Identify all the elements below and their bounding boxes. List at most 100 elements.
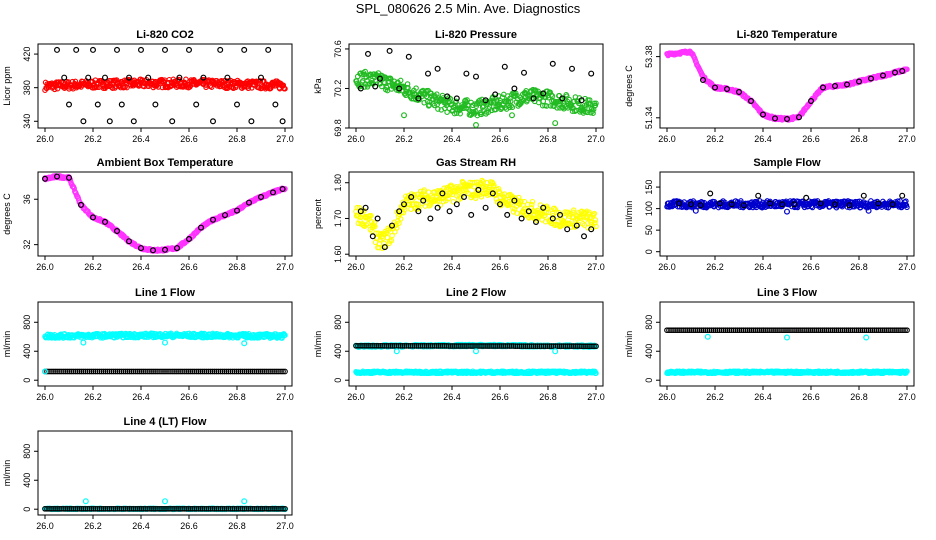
data-point (65, 101, 72, 108)
data-point (427, 215, 434, 222)
data-point (863, 334, 870, 341)
data-point (125, 74, 132, 81)
data-point (549, 93, 556, 99)
data-point (520, 69, 527, 76)
data-point (564, 226, 571, 233)
data-point (113, 46, 120, 53)
x-tick-label: 26.2 (395, 134, 413, 144)
data-point (707, 190, 714, 197)
data-point (162, 339, 169, 346)
x-tick-label: 26.2 (706, 262, 724, 272)
x-tick-label: 26.0 (347, 392, 365, 402)
data-point (584, 109, 591, 116)
data-point (393, 348, 400, 355)
series-green-band (353, 68, 599, 119)
data-point (561, 214, 568, 221)
data-point (759, 111, 766, 118)
y-tick-label: 420 (22, 47, 32, 62)
data-point (423, 93, 430, 100)
panel-title: Line 4 (LT) Flow (124, 416, 207, 428)
data-point (162, 46, 169, 53)
data-point (463, 70, 470, 77)
data-point (279, 186, 286, 193)
data-point (855, 78, 862, 85)
data-point (428, 90, 434, 96)
data-point (493, 106, 499, 113)
data-point (241, 46, 248, 53)
data-point (860, 192, 867, 199)
x-tick-label: 26.4 (754, 262, 772, 272)
x-tick-label: 26.8 (228, 521, 246, 531)
plot-frame (37, 430, 293, 516)
y-tick-label: 50 (644, 225, 654, 235)
y-tick-label: 400 (22, 473, 32, 488)
y-tick-label: 0 (644, 378, 654, 383)
data-point (453, 201, 460, 208)
x-tick-label: 26.4 (754, 392, 772, 402)
data-point (272, 101, 279, 108)
data-point (365, 50, 372, 57)
data-point (368, 72, 374, 78)
data-point (101, 218, 108, 225)
series-black-dense (42, 368, 288, 375)
data-point (783, 334, 790, 341)
data-point (803, 194, 810, 201)
y-tick-label: 70.2 (333, 80, 343, 98)
data-point (208, 84, 215, 90)
series-cyan-band (664, 368, 910, 377)
data-point (532, 219, 539, 226)
data-point (401, 201, 408, 208)
data-point (593, 100, 599, 107)
data-point (554, 105, 560, 111)
data-point (425, 70, 432, 77)
data-point (476, 100, 482, 107)
data-point (257, 78, 264, 84)
data-point (198, 224, 205, 231)
data-point (169, 118, 176, 125)
data-point (113, 228, 120, 235)
data-point (518, 198, 524, 205)
y-tick-label: 400 (333, 344, 343, 359)
data-point (386, 47, 393, 54)
panel-title: Ambient Box Temperature (97, 157, 234, 169)
x-tick-label: 26.0 (36, 392, 54, 402)
data-point (504, 211, 511, 218)
y-tick-label: 70.6 (333, 40, 343, 58)
data-point (282, 85, 288, 92)
data-point (434, 65, 441, 72)
series-black-points (357, 47, 595, 104)
data-point (357, 217, 363, 224)
x-tick-label: 26.8 (228, 262, 246, 272)
data-point (210, 118, 217, 125)
data-point (415, 95, 422, 102)
data-point (453, 95, 460, 102)
series-black-points (699, 67, 906, 122)
x-tick-label: 26.8 (539, 262, 557, 272)
data-point (879, 72, 886, 79)
data-point (549, 215, 556, 222)
data-point (258, 194, 265, 201)
x-tick-label: 26.4 (754, 134, 772, 144)
x-tick-label: 26.6 (491, 392, 509, 402)
data-point (489, 190, 496, 197)
data-point (376, 244, 382, 251)
data-point (478, 194, 485, 200)
x-tick-label: 26.0 (36, 262, 54, 272)
data-point (435, 106, 441, 112)
data-point (511, 85, 518, 92)
panel-title: Sample Flow (753, 157, 821, 169)
data-point (425, 189, 432, 195)
data-point (511, 197, 518, 204)
data-point (568, 65, 575, 72)
data-point (475, 186, 482, 193)
data-point (548, 92, 555, 98)
data-point (420, 197, 427, 204)
data-point (41, 175, 48, 182)
panel-title: Line 1 Flow (135, 287, 195, 299)
data-point (436, 195, 443, 202)
data-point (152, 101, 159, 108)
